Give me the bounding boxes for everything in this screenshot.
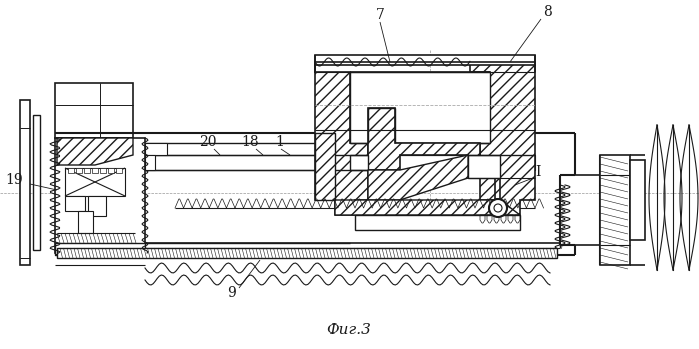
Bar — [68, 168, 74, 173]
Bar — [350, 155, 368, 170]
Polygon shape — [315, 133, 335, 200]
Bar — [116, 168, 122, 173]
Bar — [145, 155, 535, 170]
Bar — [55, 243, 145, 255]
Text: 19: 19 — [5, 173, 23, 187]
Bar — [88, 196, 106, 216]
Bar — [33, 115, 40, 250]
Text: 8: 8 — [542, 5, 552, 19]
Polygon shape — [315, 62, 368, 215]
Bar — [315, 55, 535, 65]
Bar — [65, 168, 125, 196]
Bar — [20, 100, 30, 265]
Bar — [145, 155, 155, 170]
Bar — [100, 168, 106, 173]
Bar — [630, 160, 645, 240]
Bar — [65, 196, 85, 211]
Bar — [57, 248, 557, 258]
Polygon shape — [368, 108, 500, 200]
Polygon shape — [57, 138, 133, 165]
Text: I: I — [535, 165, 541, 179]
Bar — [108, 168, 114, 173]
Bar — [145, 143, 167, 155]
Bar — [55, 83, 133, 138]
Circle shape — [489, 199, 507, 217]
Text: 7: 7 — [375, 8, 384, 22]
Bar — [78, 211, 93, 233]
Bar — [55, 138, 145, 253]
Text: Фиг.3: Фиг.3 — [326, 323, 371, 337]
Polygon shape — [368, 155, 468, 200]
Text: 18: 18 — [241, 135, 259, 149]
Text: 9: 9 — [228, 286, 236, 300]
Bar — [600, 155, 630, 265]
Bar — [76, 168, 82, 173]
Text: 1: 1 — [275, 135, 284, 149]
Polygon shape — [470, 62, 535, 215]
Polygon shape — [335, 200, 520, 215]
Bar — [468, 155, 500, 178]
Bar — [350, 72, 490, 143]
Text: 20: 20 — [199, 135, 217, 149]
Bar — [92, 168, 98, 173]
Bar — [84, 168, 90, 173]
